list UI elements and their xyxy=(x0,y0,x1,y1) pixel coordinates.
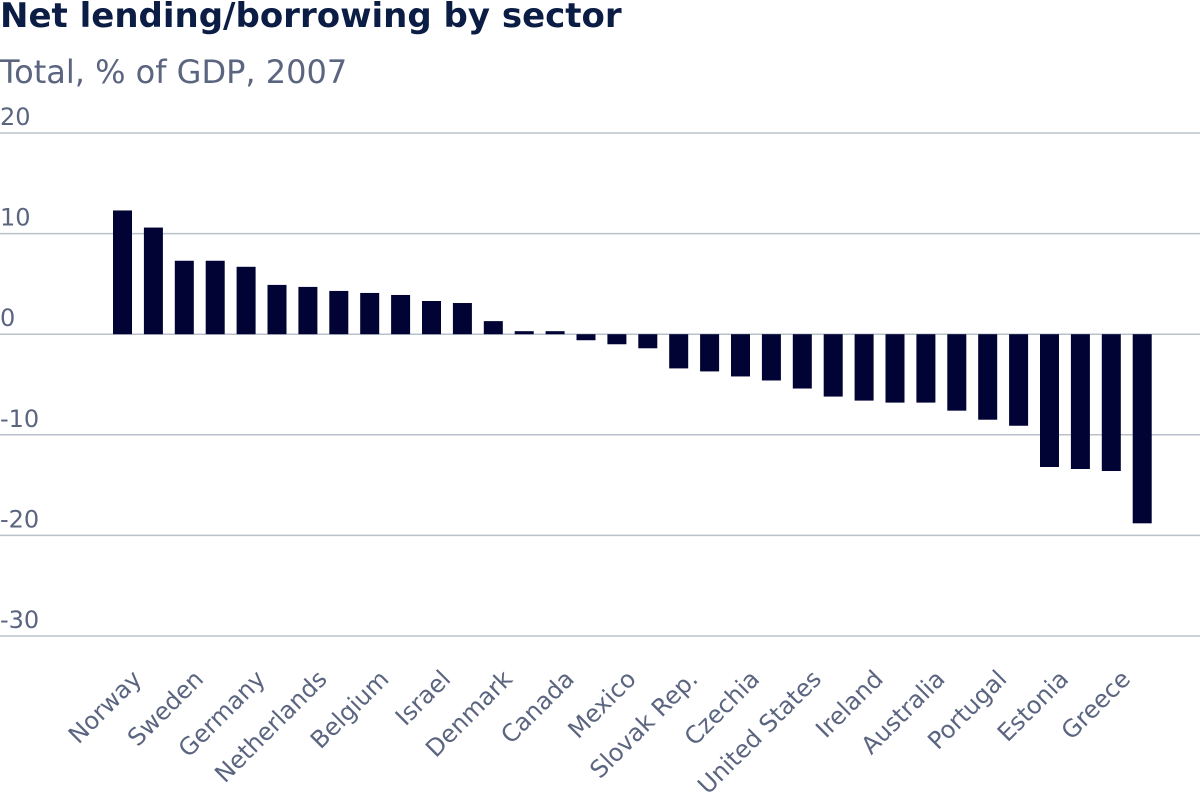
y-tick-label: 10 xyxy=(0,204,31,232)
bar xyxy=(483,321,503,335)
bar xyxy=(700,334,720,372)
bar xyxy=(761,334,781,381)
x-axis-labels: NorwaySwedenGermanyNetherlandsBelgiumIsr… xyxy=(63,665,1136,800)
bar xyxy=(947,334,967,411)
y-tick-label: -10 xyxy=(0,405,39,433)
bar xyxy=(792,334,812,389)
chart-subtitle: Total, % of GDP, 2007 xyxy=(0,53,348,91)
bar xyxy=(143,227,163,335)
bar xyxy=(885,334,905,403)
grid-layer xyxy=(0,132,1200,637)
bar xyxy=(638,334,658,349)
bar xyxy=(514,331,534,335)
bar xyxy=(823,334,843,397)
bar xyxy=(545,331,565,335)
bar xyxy=(236,266,256,335)
bar xyxy=(298,286,318,335)
y-tick-label: 20 xyxy=(0,103,31,131)
bar xyxy=(267,284,287,335)
bar xyxy=(360,292,380,335)
bar xyxy=(607,334,627,345)
bar xyxy=(1009,334,1029,426)
bar xyxy=(205,260,225,335)
chart-title: Net lending/borrowing by sector xyxy=(0,0,622,36)
bar xyxy=(916,334,936,403)
bar xyxy=(1132,334,1152,524)
bar xyxy=(576,334,596,341)
y-tick-label: -30 xyxy=(0,606,39,634)
bar xyxy=(1101,334,1121,472)
bar xyxy=(174,260,194,335)
bar xyxy=(978,334,998,420)
bar xyxy=(854,334,874,401)
y-tick-label: 0 xyxy=(0,304,15,332)
bar xyxy=(731,334,750,377)
x-tick-label: Greece xyxy=(1056,665,1136,745)
bar xyxy=(669,334,689,369)
y-axis-labels: 20 10 0 -10 -20 -30 xyxy=(0,103,39,634)
bar xyxy=(1040,334,1059,467)
bar xyxy=(391,294,411,335)
bar-layer xyxy=(113,210,1152,524)
bar xyxy=(113,210,132,335)
bar xyxy=(329,290,349,335)
bar xyxy=(422,301,441,335)
bar xyxy=(452,303,472,335)
bar xyxy=(1070,334,1090,470)
y-tick-label: -20 xyxy=(0,505,39,533)
